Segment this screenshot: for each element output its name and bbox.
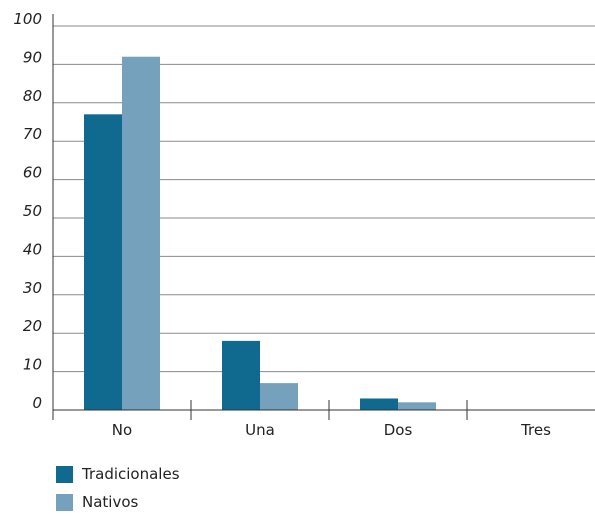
y-tick-label-50: 50 (23, 202, 42, 220)
legend-label-nativos: Nativos (82, 493, 139, 511)
legend: Tradicionales Nativos (56, 460, 180, 516)
x-tick-label-tres: Tres (520, 421, 551, 439)
bar-nativos-dos (398, 402, 436, 410)
axes (52, 14, 595, 420)
bar-tradicionales-dos (360, 398, 398, 410)
x-tick-label-una: Una (245, 421, 275, 439)
legend-item-nativos: Nativos (56, 488, 180, 516)
x-tick-label-dos: Dos (384, 421, 413, 439)
legend-swatch-nativos (56, 493, 73, 511)
bar-tradicionales-no (84, 114, 122, 410)
y-tick-label-20: 20 (23, 317, 42, 335)
legend-swatch-tradicionales (56, 465, 73, 483)
y-tick-label-0: 0 (32, 394, 42, 412)
bar-nativos-una (260, 383, 298, 410)
y-tick-label-100: 100 (13, 10, 42, 28)
x-tick-labels: No Una Dos Tres (112, 421, 551, 439)
y-tick-labels: 0 10 20 30 40 50 60 70 80 90 100 (13, 10, 42, 412)
legend-item-tradicionales: Tradicionales (56, 460, 180, 488)
x-tick-label-no: No (112, 421, 132, 439)
legend-label-tradicionales: Tradicionales (82, 465, 180, 483)
y-tick-label-60: 60 (23, 164, 42, 182)
y-tick-label-70: 70 (23, 125, 42, 143)
y-tick-label-40: 40 (23, 240, 42, 258)
y-tick-label-30: 30 (23, 279, 42, 297)
y-tick-label-90: 90 (23, 48, 42, 66)
y-tick-label-80: 80 (23, 87, 42, 105)
bars (84, 56, 436, 410)
bar-nativos-no (122, 56, 160, 410)
y-tick-label-10: 10 (23, 356, 42, 374)
bar-tradicionales-una (222, 340, 260, 410)
